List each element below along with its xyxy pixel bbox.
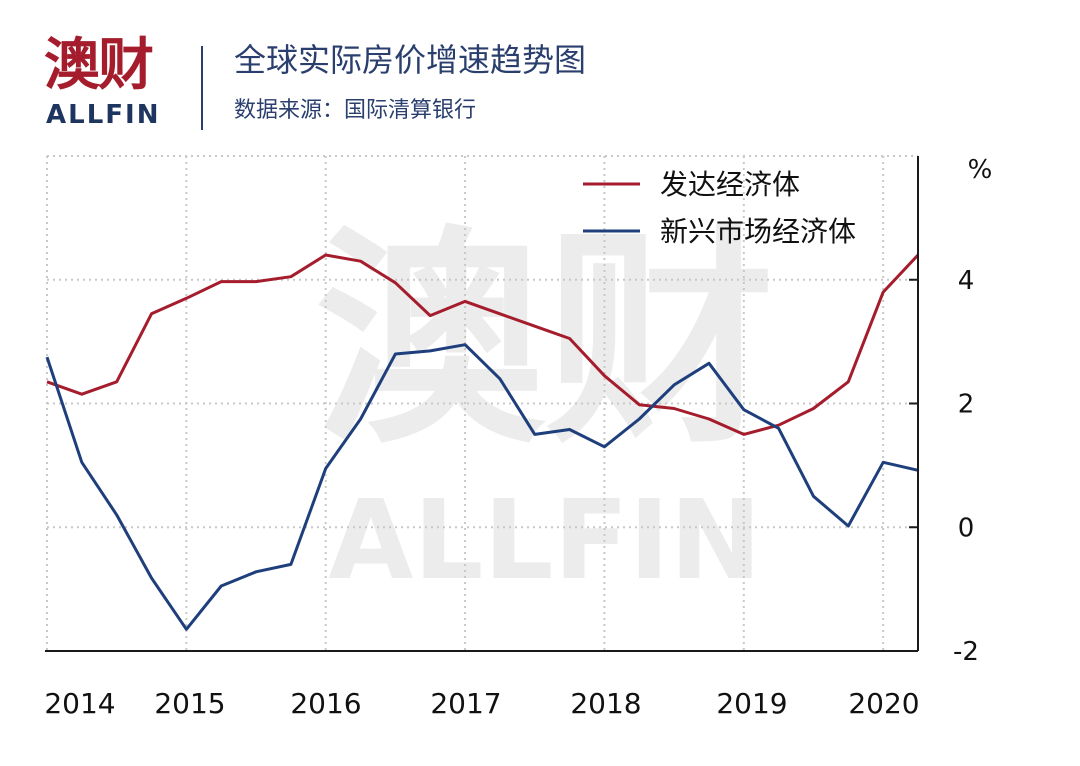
x-tick-label: 2016 — [290, 687, 361, 720]
watermark: 澳财 ALLFIN — [315, 208, 775, 604]
y-unit-label: % — [968, 155, 993, 185]
x-tick-label: 2017 — [430, 687, 501, 720]
y-tick-label: 0 — [958, 513, 975, 543]
y-tick-label: 2 — [958, 390, 975, 420]
legend-label-2: 新兴市场经济体 — [660, 215, 856, 248]
y-tick-label: 4 — [958, 266, 975, 296]
header-divider — [201, 46, 203, 130]
axes: -2 0 2 4% 2014 2015 2016 2017 2018 2019 2020 — [44, 155, 992, 720]
series-group — [45, 253, 920, 631]
x-tick-label: 2018 — [570, 687, 641, 720]
x-tick-label: 2015 — [154, 687, 225, 720]
logo-en: ALLFIN — [46, 100, 161, 130]
x-tick-label: 2014 — [44, 687, 115, 720]
series-line-2 — [45, 343, 919, 631]
legend-label-1: 发达经济体 — [660, 168, 800, 201]
data-source: 数据来源：国际清算银行 — [234, 98, 477, 123]
chart-title: 全球实际房价增速趋势图 — [234, 41, 587, 79]
watermark-cn: 澳财 — [315, 208, 775, 475]
header: 澳财 ALLFIN 全球实际房价增速趋势图 数据来源：国际清算银行 — [0, 0, 1080, 150]
watermark-en: ALLFIN — [328, 476, 761, 604]
grid — [46, 155, 918, 651]
y-tick-label: -2 — [953, 637, 979, 667]
x-tick-label: 2020 — [848, 687, 919, 720]
logo-cn: 澳财 — [44, 33, 154, 98]
x-tick-label: 2019 — [716, 687, 787, 720]
